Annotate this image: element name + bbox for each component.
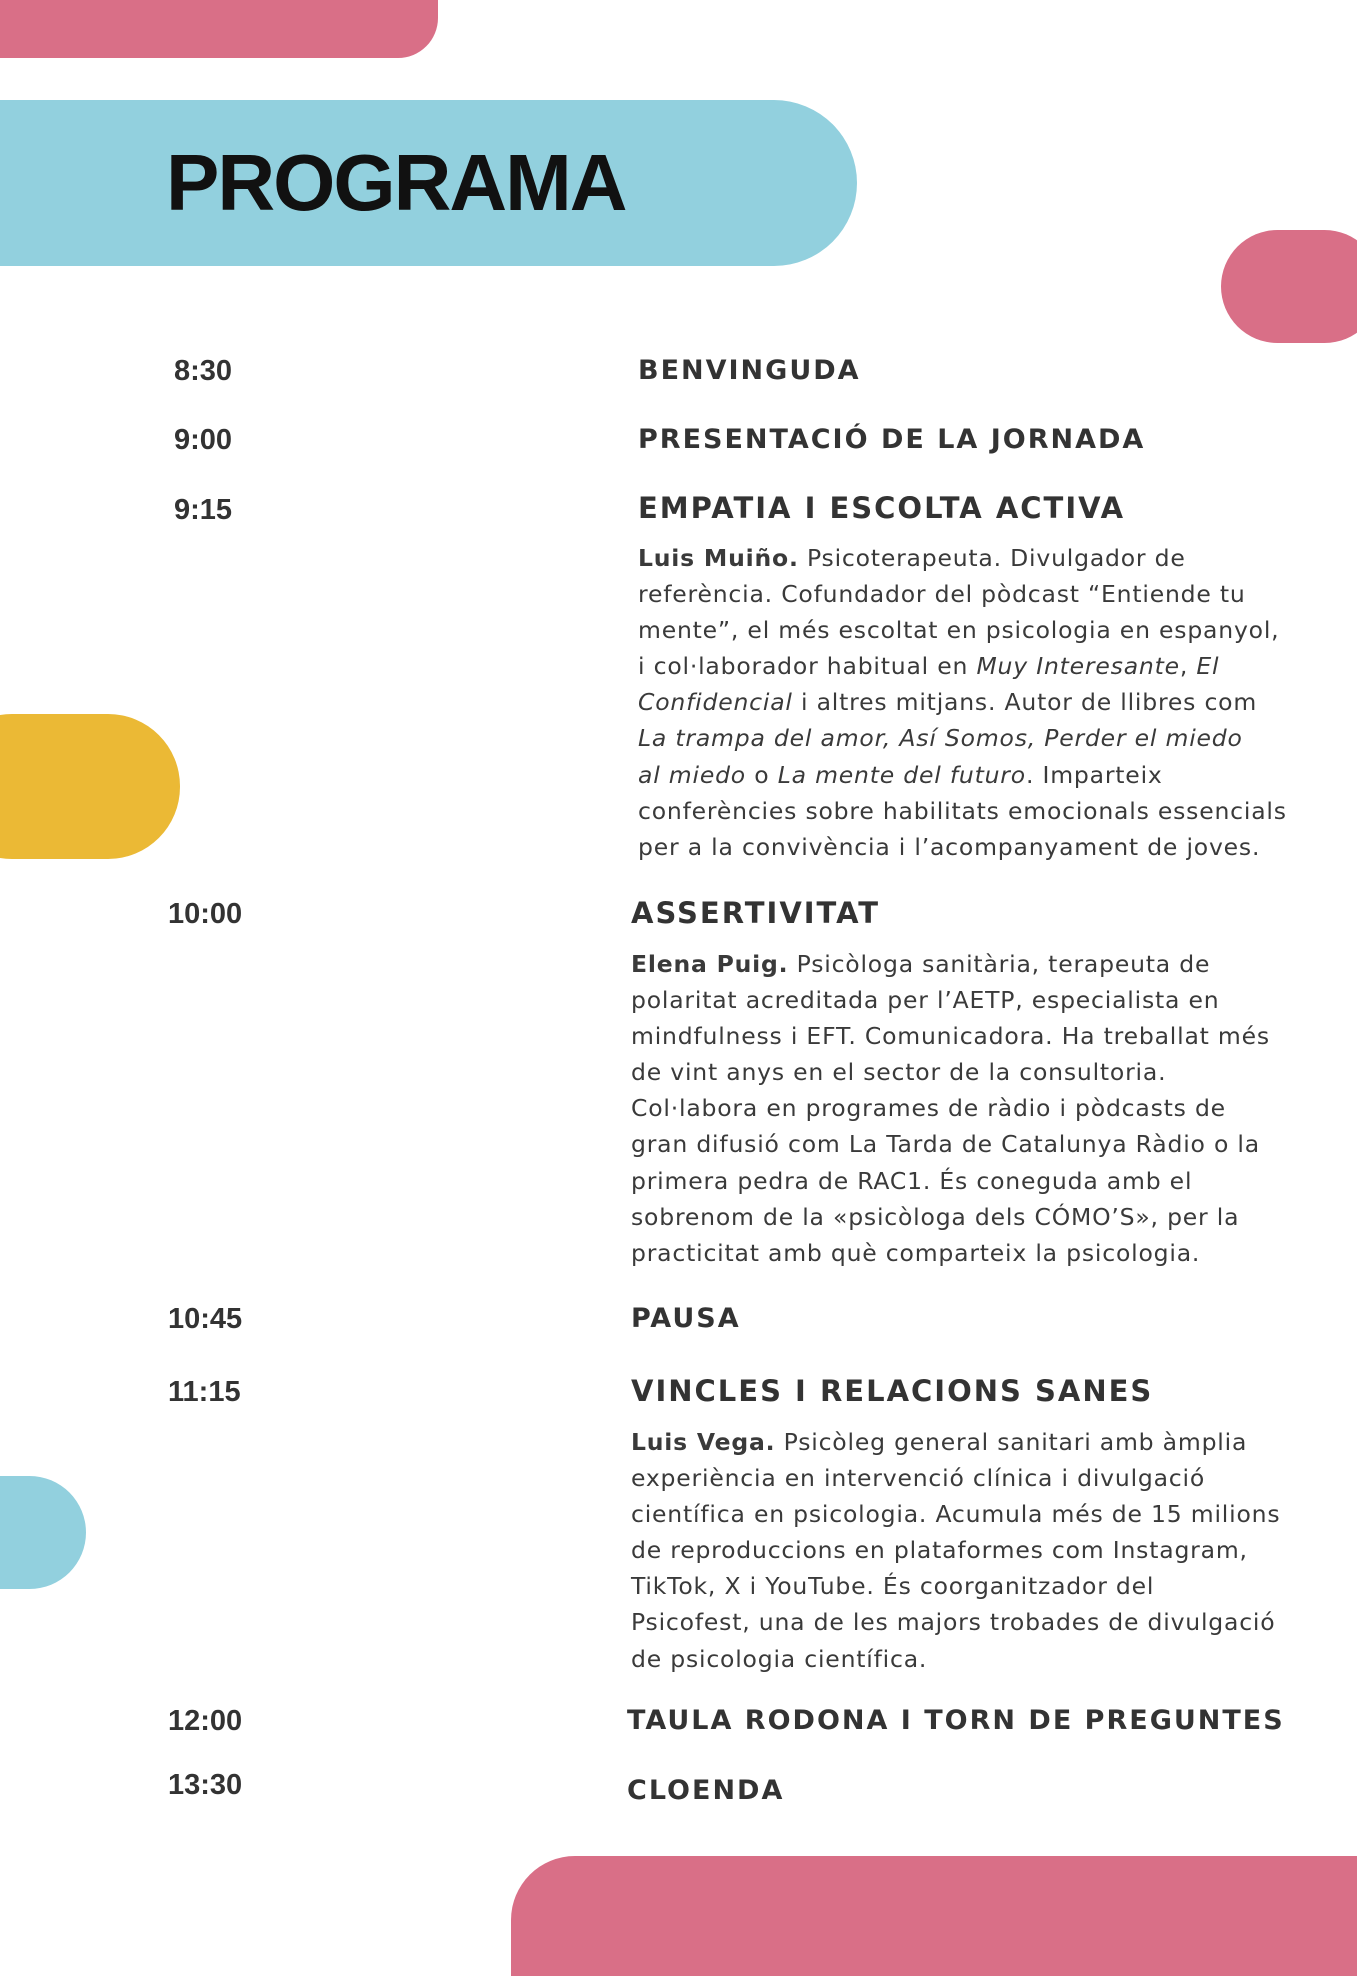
session-title-0: BENVINGUDA (638, 355, 861, 386)
time-7: 13:30 (168, 1769, 243, 1801)
title-banner (0, 100, 857, 266)
description-line: Luis Vega. Psicòleg general sanitari amb… (631, 1424, 1280, 1460)
decorative-pink-bar-top (0, 0, 438, 58)
session-description-5: Luis Vega. Psicòleg general sanitari amb… (631, 1424, 1280, 1677)
description-text: Psicofest, una de les majors trobades de… (631, 1608, 1276, 1637)
decorative-yellow-pill-left (0, 714, 180, 859)
description-line: Confidencial i altres mitjans. Autor de … (638, 684, 1287, 720)
description-text: Psicòloga sanitària, terapeuta de (788, 950, 1211, 978)
description-line: primera pedra de RAC1. És coneguda amb e… (631, 1163, 1270, 1199)
description-line: practicitat amb què comparteix la psicol… (631, 1235, 1270, 1271)
description-text: practicitat amb què comparteix la psicol… (631, 1238, 1201, 1267)
description-text: polaritat acreditada per l’AETP, especia… (631, 986, 1220, 1015)
decorative-pink-pill-right (1221, 230, 1357, 343)
description-text: de psicologia científica. (631, 1644, 928, 1673)
description-line: mindfulness i EFT. Comunicadora. Ha treb… (631, 1018, 1270, 1054)
description-text: , (1179, 652, 1197, 681)
description-text: de reproduccions en plataformes com Inst… (631, 1536, 1248, 1565)
description-line: i col·laborador habitual en Muy Interesa… (638, 648, 1287, 684)
description-text: o (745, 760, 778, 789)
description-line: Col·labora en programes de ràdio i pòdca… (631, 1090, 1270, 1126)
session-title-3: ASSERTIVITAT (631, 896, 881, 930)
description-text: Muy Interesante (976, 652, 1180, 681)
description-text: gran difusió com La Tarda de Catalunya R… (631, 1130, 1260, 1159)
description-text: experiència en intervenció clínica i div… (631, 1464, 1206, 1493)
description-line: al miedo o La mente del futuro. Impartei… (638, 757, 1287, 793)
description-text: referència. Cofundador del pòdcast “Enti… (638, 580, 1246, 609)
description-text: Psicoterapeuta. Divulgador de (798, 544, 1186, 572)
session-description-3: Elena Puig. Psicòloga sanitària, terapeu… (631, 946, 1270, 1271)
description-line: TikTok, X i YouTube. És coorganitzador d… (631, 1568, 1280, 1604)
description-line: Luis Muiño. Psicoterapeuta. Divulgador d… (638, 540, 1287, 576)
session-title-4: PAUSA (631, 1303, 741, 1334)
description-text: . Imparteix (1025, 760, 1163, 789)
speaker-name: Luis Muiño. (638, 544, 799, 572)
description-line: referència. Cofundador del pòdcast “Enti… (638, 576, 1287, 612)
time-6: 12:00 (168, 1705, 243, 1737)
description-line: de psicologia científica. (631, 1641, 1280, 1677)
session-title-7: CLOENDA (627, 1775, 785, 1806)
description-line: Psicofest, una de les majors trobades de… (631, 1604, 1280, 1640)
description-line: polaritat acreditada per l’AETP, especia… (631, 982, 1270, 1018)
description-text: de vint anys en el sector de la consulto… (631, 1058, 1167, 1087)
description-text: Confidencial (638, 688, 793, 717)
description-line: mente”, el més escoltat en psicologia en… (638, 612, 1287, 648)
description-line: experiència en intervenció clínica i div… (631, 1460, 1280, 1496)
description-line: La trampa del amor, Así Somos, Perder el… (638, 720, 1287, 756)
description-line: sobrenom de la «psicòloga dels CÓMO’S», … (631, 1199, 1270, 1235)
time-1: 9:00 (174, 424, 233, 456)
description-line: Elena Puig. Psicòloga sanitària, terapeu… (631, 946, 1270, 982)
session-title-5: VINCLES I RELACIONS SANES (631, 1374, 1154, 1408)
session-title-6: TAULA RODONA I TORN DE PREGUNTES (627, 1705, 1285, 1736)
description-text: mente”, el més escoltat en psicologia en… (638, 616, 1280, 645)
time-0: 8:30 (174, 355, 233, 387)
time-5: 11:15 (168, 1376, 241, 1408)
description-text: Psicòleg general sanitari amb àmplia (775, 1428, 1248, 1456)
time-4: 10:45 (168, 1303, 243, 1335)
session-title-1: PRESENTACIÓ DE LA JORNADA (638, 424, 1146, 455)
description-text: mindfulness i EFT. Comunicadora. Ha treb… (631, 1022, 1270, 1051)
page-title: PROGRAMA (166, 138, 628, 227)
speaker-name: Elena Puig. (631, 950, 789, 978)
time-3: 10:00 (168, 898, 243, 930)
description-text: La mente del futuro (777, 760, 1026, 789)
description-line: de reproduccions en plataformes com Inst… (631, 1532, 1280, 1568)
decorative-pink-bar-bottom (511, 1856, 1357, 1976)
description-line: gran difusió com La Tarda de Catalunya R… (631, 1126, 1270, 1162)
speaker-name: Luis Vega. (631, 1428, 776, 1456)
description-text: sobrenom de la «psicòloga dels CÓMO’S», … (631, 1202, 1240, 1231)
session-title-2: EMPATIA I ESCOLTA ACTIVA (638, 491, 1126, 525)
decorative-blue-pill-left (0, 1476, 86, 1589)
description-text: TikTok, X i YouTube. És coorganitzador d… (631, 1572, 1155, 1601)
description-line: científica en psicologia. Acumula més de… (631, 1496, 1280, 1532)
description-text: primera pedra de RAC1. És coneguda amb e… (631, 1166, 1193, 1195)
description-text: al miedo (638, 760, 746, 789)
description-text: i col·laborador habitual en (638, 652, 977, 681)
time-2: 9:15 (174, 494, 233, 526)
session-description-2: Luis Muiño. Psicoterapeuta. Divulgador d… (638, 540, 1287, 865)
description-line: per a la convivència i l’acompanyament d… (638, 829, 1287, 865)
description-line: conferències sobre habilitats emocionals… (638, 793, 1287, 829)
description-line: de vint anys en el sector de la consulto… (631, 1054, 1270, 1090)
description-text: conferències sobre habilitats emocionals… (638, 796, 1287, 825)
description-text: científica en psicologia. Acumula més de… (631, 1500, 1281, 1529)
description-text: Col·labora en programes de ràdio i pòdca… (631, 1094, 1226, 1123)
description-text: El (1196, 652, 1220, 681)
description-text: La trampa del amor, Así Somos, Perder el… (638, 724, 1243, 753)
description-text: i altres mitjans. Autor de llibres com (792, 688, 1258, 717)
description-text: per a la convivència i l’acompanyament d… (638, 832, 1261, 861)
